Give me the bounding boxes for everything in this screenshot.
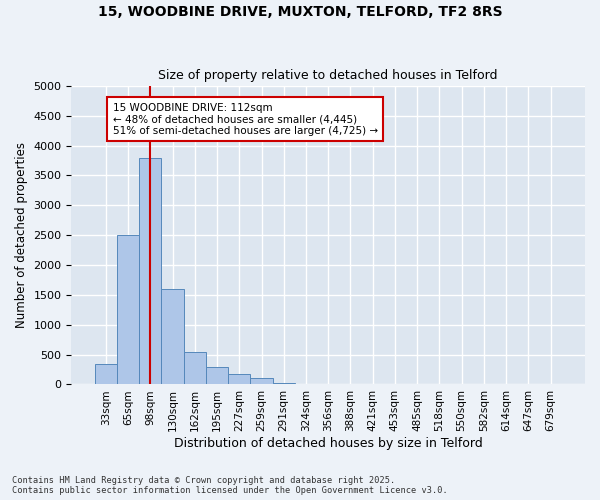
Bar [272, 382, 295, 384]
Y-axis label: Number of detached properties: Number of detached properties [15, 142, 28, 328]
Title: Size of property relative to detached houses in Telford: Size of property relative to detached ho… [158, 69, 498, 82]
Bar [206, 366, 228, 384]
Text: Contains HM Land Registry data © Crown copyright and database right 2025.
Contai: Contains HM Land Registry data © Crown c… [12, 476, 448, 495]
X-axis label: Distribution of detached houses by size in Telford: Distribution of detached houses by size … [174, 437, 482, 450]
Bar [161, 289, 184, 384]
Text: 15, WOODBINE DRIVE, MUXTON, TELFORD, TF2 8RS: 15, WOODBINE DRIVE, MUXTON, TELFORD, TF2… [98, 5, 502, 19]
Bar [139, 158, 161, 384]
Text: 15 WOODBINE DRIVE: 112sqm
← 48% of detached houses are smaller (4,445)
51% of se: 15 WOODBINE DRIVE: 112sqm ← 48% of detac… [113, 102, 377, 136]
Bar [250, 378, 272, 384]
Bar [228, 374, 250, 384]
Bar [117, 235, 139, 384]
Bar [184, 352, 206, 384]
Bar [95, 364, 117, 384]
